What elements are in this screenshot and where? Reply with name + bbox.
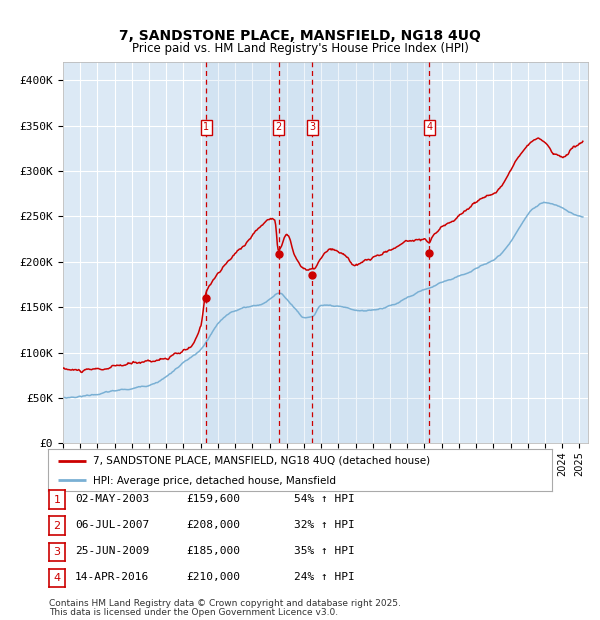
Text: Contains HM Land Registry data © Crown copyright and database right 2025.: Contains HM Land Registry data © Crown c…	[49, 600, 401, 608]
Text: 2: 2	[53, 521, 61, 531]
Text: 24% ↑ HPI: 24% ↑ HPI	[294, 572, 355, 582]
Text: 14-APR-2016: 14-APR-2016	[75, 572, 149, 582]
Text: £210,000: £210,000	[186, 572, 240, 582]
Text: 25-JUN-2009: 25-JUN-2009	[75, 546, 149, 556]
Text: £159,600: £159,600	[186, 494, 240, 504]
Text: £185,000: £185,000	[186, 546, 240, 556]
Text: £208,000: £208,000	[186, 520, 240, 530]
Text: 7, SANDSTONE PLACE, MANSFIELD, NG18 4UQ: 7, SANDSTONE PLACE, MANSFIELD, NG18 4UQ	[119, 29, 481, 43]
Text: 32% ↑ HPI: 32% ↑ HPI	[294, 520, 355, 530]
Text: 4: 4	[426, 122, 433, 132]
Text: 54% ↑ HPI: 54% ↑ HPI	[294, 494, 355, 504]
Text: Price paid vs. HM Land Registry's House Price Index (HPI): Price paid vs. HM Land Registry's House …	[131, 42, 469, 55]
Text: This data is licensed under the Open Government Licence v3.0.: This data is licensed under the Open Gov…	[49, 608, 338, 617]
Text: 4: 4	[53, 573, 61, 583]
Bar	[206, 62, 429, 443]
Text: HPI: Average price, detached house, Mansfield: HPI: Average price, detached house, Mans…	[94, 476, 337, 485]
Text: 2: 2	[275, 122, 281, 132]
Text: 3: 3	[309, 122, 316, 132]
Text: 02-MAY-2003: 02-MAY-2003	[75, 494, 149, 504]
Text: 7, SANDSTONE PLACE, MANSFIELD, NG18 4UQ (detached house): 7, SANDSTONE PLACE, MANSFIELD, NG18 4UQ …	[94, 456, 430, 466]
Text: 1: 1	[53, 495, 61, 505]
Text: 06-JUL-2007: 06-JUL-2007	[75, 520, 149, 530]
Text: 3: 3	[53, 547, 61, 557]
Text: 1: 1	[203, 122, 209, 132]
Text: 35% ↑ HPI: 35% ↑ HPI	[294, 546, 355, 556]
